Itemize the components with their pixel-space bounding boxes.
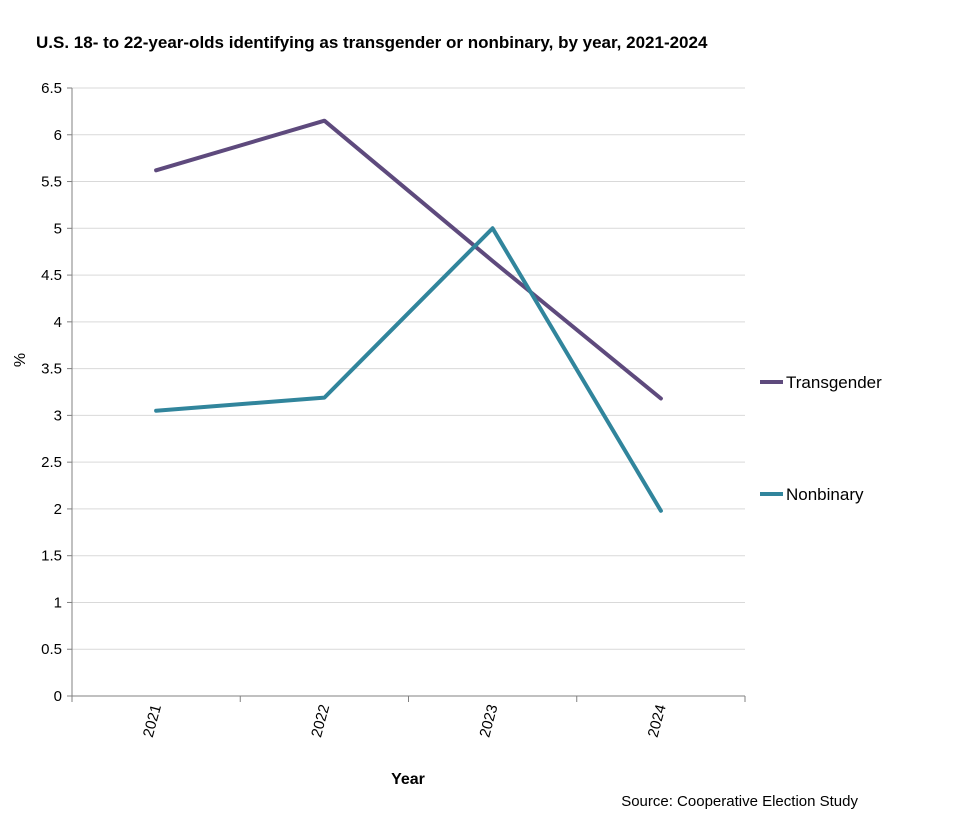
y-tick-label: 0 bbox=[54, 688, 62, 705]
x-axis-title: Year bbox=[391, 771, 425, 788]
x-tick-label: 2021 bbox=[140, 703, 165, 740]
x-tick-label: 2023 bbox=[476, 703, 501, 740]
x-tick-label: 2024 bbox=[645, 703, 670, 740]
y-tick-label: 0.5 bbox=[41, 641, 62, 658]
legend-label: Nonbinary bbox=[786, 485, 864, 504]
y-axis-title: % bbox=[12, 353, 29, 367]
gridlines bbox=[72, 87, 745, 650]
y-tick-label: 6 bbox=[54, 127, 62, 144]
y-tick-label: 5 bbox=[54, 220, 62, 237]
source-note: Source: Cooperative Election Study bbox=[621, 793, 858, 810]
x-tick-label: 2022 bbox=[308, 703, 333, 740]
axes bbox=[67, 87, 746, 702]
legend-label: Transgender bbox=[786, 373, 882, 392]
y-tick-labels: 0 0.5 1 1.5 2 2.5 3 3.5 4 4.5 5 5.5 6 6.5 bbox=[41, 80, 62, 705]
series-line-nonbinary bbox=[154, 226, 663, 513]
legend: Transgender Nonbinary bbox=[760, 373, 882, 504]
y-tick-label: 6.5 bbox=[41, 80, 62, 97]
y-tick-label: 5.5 bbox=[41, 174, 62, 191]
y-tick-label: 3.5 bbox=[41, 361, 62, 378]
y-tick-label: 4.5 bbox=[41, 267, 62, 284]
series-lines bbox=[154, 118, 663, 513]
series-line-transgender bbox=[154, 118, 663, 401]
y-tick-label: 2.5 bbox=[41, 454, 62, 471]
y-tick-label: 3 bbox=[54, 407, 62, 424]
y-tick-label: 4 bbox=[54, 314, 62, 331]
y-tick-label: 2 bbox=[54, 501, 62, 518]
y-tick-label: 1.5 bbox=[41, 548, 62, 565]
chart-title: U.S. 18- to 22-year-olds identifying as … bbox=[36, 33, 708, 52]
x-tick-labels: 2021 2022 2023 2024 bbox=[140, 703, 670, 740]
y-tick-label: 1 bbox=[54, 594, 62, 611]
